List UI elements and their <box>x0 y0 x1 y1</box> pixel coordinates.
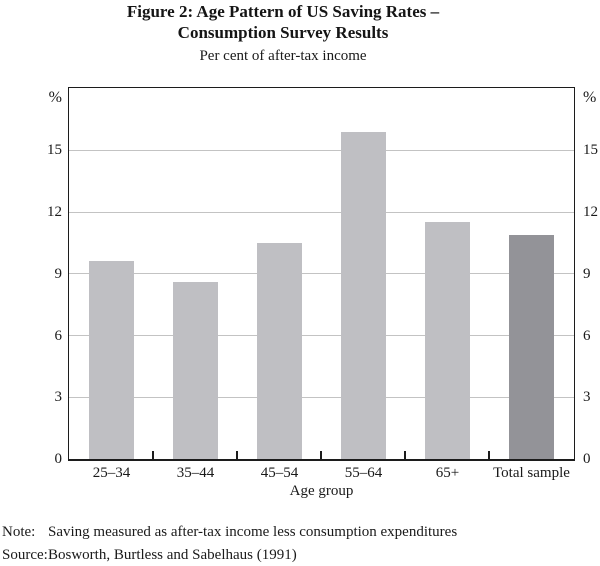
y-tick-label-right-0: 0 <box>583 451 591 467</box>
plot-area <box>68 87 575 461</box>
x-tick-label-35-44: 35–44 <box>176 465 215 481</box>
y-tick-label-right-6: 6 <box>583 327 591 344</box>
y-tick-label-right-15: 15 <box>583 142 598 159</box>
x-tick-label-55-64: 55–64 <box>344 465 383 481</box>
source-label: Source: <box>2 547 48 563</box>
figure-title-line1: Figure 2: Age Pattern of US Saving Rates… <box>126 2 440 21</box>
bar-65 <box>424 222 470 459</box>
y-axis-unit-left: % <box>48 89 62 106</box>
note-label: Note: <box>2 524 36 540</box>
figure-subtitle: Per cent of after-tax income <box>199 48 367 64</box>
x-axis-tick <box>152 451 154 459</box>
figure-title-line2: Consumption Survey Results <box>177 23 389 42</box>
gridline-15 <box>69 149 574 151</box>
bar-25-34 <box>88 261 134 459</box>
figure-title: Figure 2: Age Pattern of US Saving Rates… <box>0 1 566 43</box>
y-tick-label-right-12: 12 <box>583 204 598 220</box>
gridline-6 <box>69 335 574 336</box>
x-tick-label-25-34: 25–34 <box>92 465 131 481</box>
note-text: Saving measured as after-tax income less… <box>48 524 458 540</box>
x-axis-title: Age group <box>289 483 354 499</box>
x-axis-tick <box>488 451 490 459</box>
x-axis-tick <box>404 451 406 459</box>
gridline-3 <box>69 396 574 398</box>
y-tick-label-left-9: 9 <box>54 265 63 282</box>
bar-55-64 <box>340 131 386 459</box>
figure-header: Figure 2: Age Pattern of US Saving Rates… <box>0 1 566 65</box>
x-axis-tick <box>320 451 322 459</box>
y-tick-label-right-9: 9 <box>583 265 591 282</box>
bar-total-sample <box>508 234 554 459</box>
source-text: Bosworth, Burtless and Sabelhaus (1991) <box>48 547 297 563</box>
gridline-12 <box>69 211 574 213</box>
y-tick-label-left-6: 6 <box>54 327 63 344</box>
x-tick-label-45-54: 45–54 <box>260 465 299 481</box>
y-tick-label-left-0: 0 <box>54 451 63 467</box>
note-row: Note: Saving measured as after-tax incom… <box>2 524 598 541</box>
gridline-9 <box>69 273 574 275</box>
x-tick-label-65: 65+ <box>435 465 460 481</box>
bar-35-44 <box>172 281 218 459</box>
y-tick-label-left-12: 12 <box>47 204 62 220</box>
x-tick-label-total-sample: Total sample <box>493 465 570 481</box>
y-axis-unit-right: % <box>583 89 597 106</box>
x-axis-tick <box>236 451 238 459</box>
bar-45-54 <box>256 242 302 459</box>
y-tick-label-right-3: 3 <box>583 389 591 406</box>
y-tick-label-left-3: 3 <box>54 389 63 406</box>
source-row: Source: Bosworth, Burtless and Sabelhaus… <box>2 547 598 564</box>
y-tick-label-left-15: 15 <box>47 142 62 159</box>
